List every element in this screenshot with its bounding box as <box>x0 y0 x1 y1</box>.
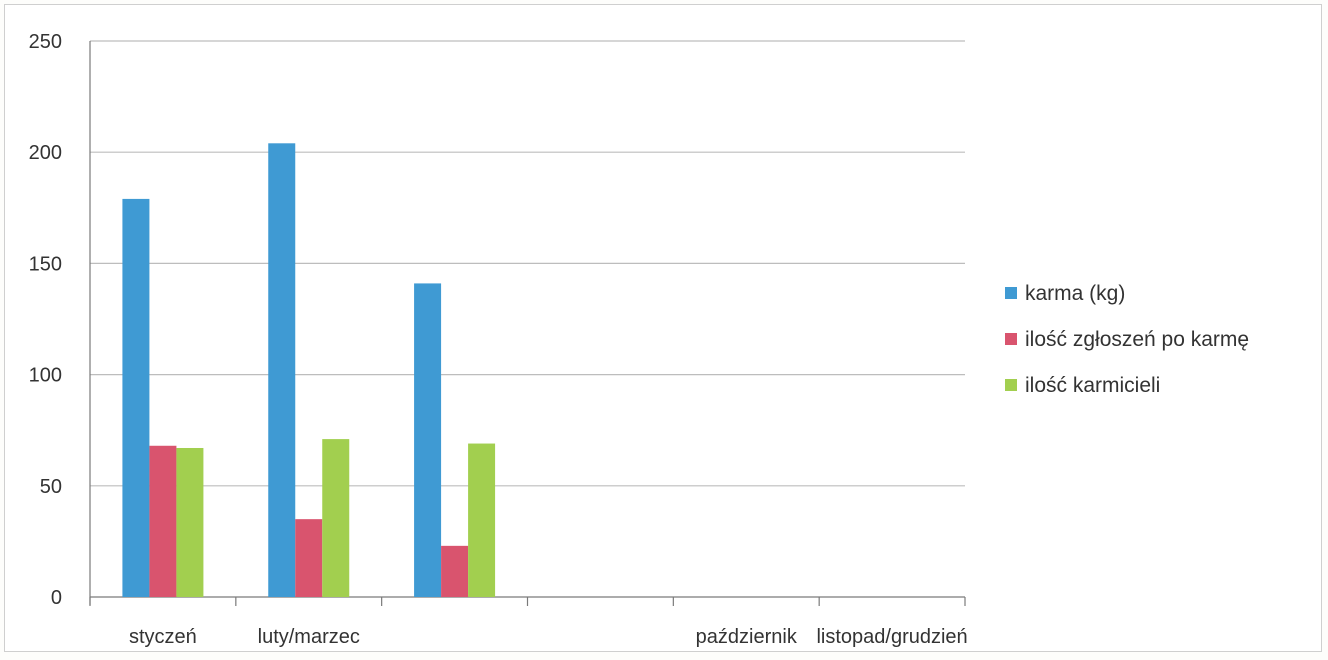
y-tick-label: 50 <box>40 476 62 498</box>
bar <box>322 439 350 597</box>
x-category-label: październik <box>696 626 798 648</box>
bar <box>268 143 296 597</box>
x-category-label: styczeń <box>129 626 197 648</box>
bar <box>176 447 204 597</box>
legend: karma (kg) ilość zgłoszeń po karmę ilość k… <box>1005 282 1249 397</box>
y-tick-label: 0 <box>51 587 62 609</box>
bar <box>122 198 150 598</box>
legend-label: ilość karmicieli <box>1025 374 1160 397</box>
x-category-label: luty/marzec <box>258 626 360 648</box>
legend-label: ilość zgłoszeń po karmę <box>1025 328 1249 351</box>
legend-swatch <box>1005 333 1017 345</box>
bar <box>468 443 496 597</box>
legend-swatch <box>1005 287 1017 299</box>
y-tick-label: 150 <box>29 253 62 275</box>
y-tick-label: 250 <box>29 31 62 53</box>
x-category-label: listopad/grudzień <box>816 626 967 648</box>
bars <box>122 143 496 598</box>
bar <box>149 445 177 597</box>
y-tick-label: 200 <box>29 142 62 164</box>
legend-swatch <box>1005 379 1017 391</box>
y-tick-labels: 0 50 100 150 200 250 <box>29 31 62 609</box>
y-tick-label: 100 <box>29 365 62 387</box>
axes <box>89 41 966 606</box>
gridlines <box>90 40 965 487</box>
chart-frame <box>4 4 1322 652</box>
bar <box>414 283 442 597</box>
bar <box>295 519 323 597</box>
legend-label: karma (kg) <box>1025 282 1125 305</box>
x-category-labels: styczeń luty/marzec październik listopad/gr… <box>129 626 968 648</box>
bar <box>441 545 469 597</box>
